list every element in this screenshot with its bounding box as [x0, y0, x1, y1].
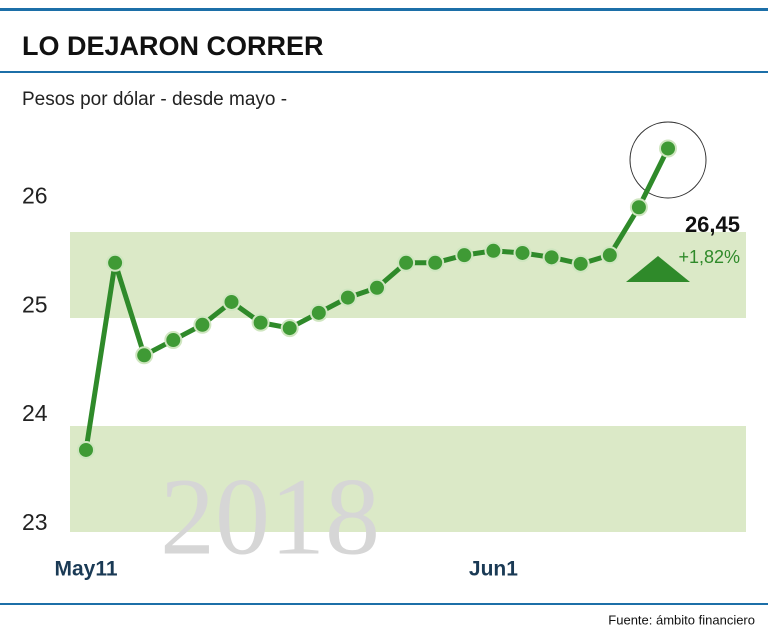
- bottom-rule: [0, 603, 768, 605]
- band: [70, 426, 746, 532]
- point: [164, 331, 183, 350]
- point: [309, 303, 328, 322]
- point: [77, 440, 95, 459]
- band: [70, 232, 746, 318]
- y-tick-label: 26: [22, 183, 48, 209]
- point: [513, 243, 532, 262]
- chart-title: LO DEJARON CORRER: [22, 31, 324, 61]
- x-tick-label: Jun1: [469, 558, 518, 581]
- point: [571, 254, 590, 273]
- y-tick-label: 23: [22, 509, 48, 535]
- point: [338, 288, 357, 307]
- value-label: 26,45: [685, 212, 740, 237]
- point: [455, 246, 474, 265]
- point: [600, 246, 619, 265]
- point: [222, 292, 241, 311]
- up-arrow: [626, 256, 690, 282]
- x-tick-label: May11: [54, 558, 117, 581]
- y-tick-label: 24: [22, 400, 48, 426]
- point: [542, 248, 561, 267]
- title-rule: [0, 71, 768, 73]
- top-rule: [0, 8, 768, 11]
- point: [368, 278, 386, 297]
- point: [659, 139, 677, 158]
- point: [629, 198, 648, 217]
- point: [484, 241, 503, 260]
- highlight-circle: [629, 121, 707, 199]
- chart-subtitle: Pesos por dólar - desde mayo -: [22, 89, 287, 110]
- point: [280, 319, 299, 338]
- source: Fuente: ámbito financiero: [608, 612, 755, 627]
- point: [135, 346, 154, 365]
- annotation: +1,82%: [678, 247, 740, 267]
- y-tick-label: 25: [22, 291, 48, 317]
- point: [426, 253, 445, 272]
- point: [193, 315, 212, 334]
- watermark: 2018: [160, 455, 380, 577]
- point: [106, 253, 125, 272]
- point: [397, 253, 416, 272]
- point: [251, 313, 270, 332]
